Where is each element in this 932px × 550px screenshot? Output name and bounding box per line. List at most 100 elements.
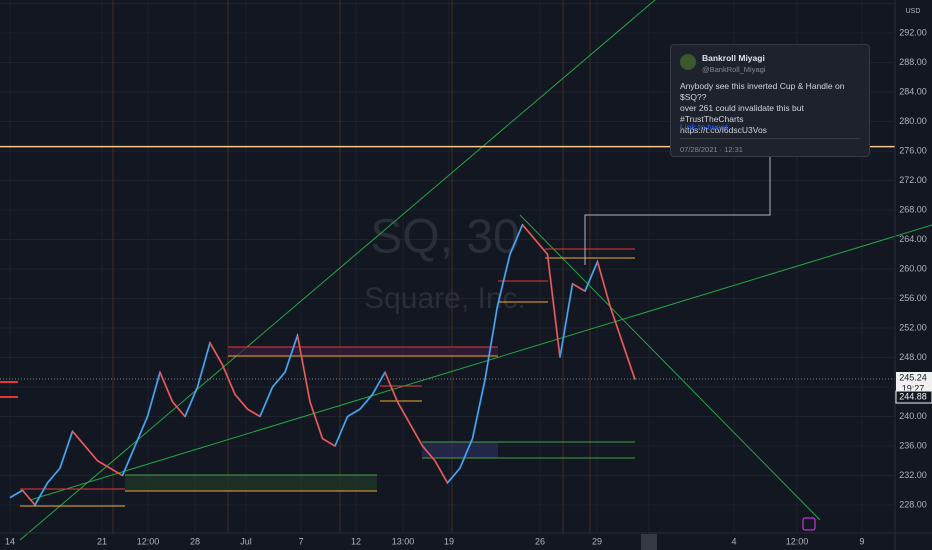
price-segment xyxy=(21,489,36,506)
price-segment xyxy=(71,430,86,447)
time-tick-label: 14 xyxy=(5,536,15,546)
time-tick-label: 7 xyxy=(298,536,303,546)
avatar xyxy=(680,54,696,70)
price-segment xyxy=(471,379,486,439)
price-tick-label: 280.00 xyxy=(899,116,927,126)
price-segment xyxy=(46,467,61,484)
price-segment xyxy=(259,386,274,417)
price-segment xyxy=(434,460,449,484)
price-segment xyxy=(534,238,549,255)
price-segment xyxy=(109,467,124,477)
last-price: 245.24 xyxy=(899,372,927,382)
price-segment xyxy=(296,335,311,402)
price-segment xyxy=(134,416,149,447)
price-segment xyxy=(246,408,261,418)
price-segment xyxy=(321,437,336,447)
session-lines xyxy=(112,0,591,533)
price-segment xyxy=(121,445,136,476)
price-segment xyxy=(371,371,386,395)
price-tick-label: 256.00 xyxy=(899,293,927,303)
price-tick-label: 272.00 xyxy=(899,175,927,185)
price-tick-label: 292.00 xyxy=(899,27,927,37)
price-segment xyxy=(34,482,49,506)
countdown: 19:27 xyxy=(902,383,925,393)
time-tick-label: 12:00 xyxy=(137,536,160,546)
price-segment xyxy=(384,371,399,403)
time-tick-label: 29 xyxy=(592,536,602,546)
price-segment xyxy=(234,393,249,410)
time-tick-label: 19 xyxy=(444,536,454,546)
time-tick-label: 13:00 xyxy=(392,536,415,546)
price-segment xyxy=(209,342,224,366)
price-segment xyxy=(346,408,361,418)
price-tick-label: 232.00 xyxy=(899,470,927,480)
price-segment xyxy=(159,371,174,403)
zone xyxy=(422,442,498,458)
time-tick-label: 28 xyxy=(190,536,200,546)
time-tick-label: 21 xyxy=(97,536,107,546)
time-tick-label: 26 xyxy=(535,536,545,546)
price-tick-label: 240.00 xyxy=(899,411,927,421)
price-segment xyxy=(571,282,586,292)
tweet-handle: @BankRoll_Miyagi xyxy=(702,65,766,74)
separator xyxy=(680,138,860,139)
zone xyxy=(228,347,498,356)
tweet-link[interactable]: Link to tweet xyxy=(680,122,728,132)
price-segment xyxy=(271,371,286,388)
event-icon xyxy=(802,517,816,531)
price-segment xyxy=(396,401,411,425)
price-segment xyxy=(409,423,424,447)
time-tick-label: 12:00 xyxy=(786,536,809,546)
price-tick-label: 276.00 xyxy=(899,145,927,155)
price-segment xyxy=(59,430,74,469)
marks xyxy=(0,145,895,507)
trend-line xyxy=(519,214,821,521)
price-segment xyxy=(509,224,524,255)
price-segment xyxy=(521,224,536,241)
tweet-date: 07/28/2021 · 12:31 xyxy=(680,145,743,154)
time-tick-label: 4 xyxy=(731,536,736,546)
price-tick-label: 236.00 xyxy=(899,440,927,450)
price-segment xyxy=(284,335,299,373)
price-segment xyxy=(459,438,474,469)
aug-highlight xyxy=(641,534,657,550)
trend-line xyxy=(19,0,656,541)
price-tick-label: 264.00 xyxy=(899,234,927,244)
price-segment xyxy=(221,364,236,395)
price-tick-label: 228.00 xyxy=(899,499,927,509)
price-segment xyxy=(496,254,511,307)
price-segment xyxy=(146,371,161,417)
price-segment xyxy=(184,386,199,417)
price-tick-label: 268.00 xyxy=(899,204,927,214)
price-segment xyxy=(421,445,436,462)
price-segment xyxy=(359,393,374,410)
marker-price-box xyxy=(895,390,932,404)
tweet-author: Bankroll Miyagi xyxy=(702,53,765,63)
price-segment xyxy=(196,342,211,388)
price-segment xyxy=(84,445,99,462)
grid xyxy=(0,0,895,533)
marker-price: 244.88 xyxy=(899,391,927,401)
time-tick-label: 12 xyxy=(351,536,361,546)
time-tick-label: 9 xyxy=(859,536,864,546)
price-segment xyxy=(334,416,349,447)
time-tick-label: Jul xyxy=(240,536,252,546)
price-tick-label: 260.00 xyxy=(899,263,927,273)
price-segment xyxy=(621,342,636,380)
price-segment xyxy=(309,401,324,439)
tweet-card: Bankroll Miyagi @BankRoll_Miyagi Anybody… xyxy=(670,44,870,157)
price-segment xyxy=(171,401,186,418)
price-segment xyxy=(609,305,624,344)
tweet-connector xyxy=(584,157,771,265)
price-segment xyxy=(446,467,461,484)
price-segment xyxy=(96,459,111,469)
price-tick-label: 288.00 xyxy=(899,57,927,67)
price-tick-label: 252.00 xyxy=(899,322,927,332)
price-tick-label: 284.00 xyxy=(899,86,927,96)
price-tick-label: 248.00 xyxy=(899,352,927,362)
price-segment xyxy=(559,283,574,358)
price-segment xyxy=(484,305,499,380)
currency: USD xyxy=(906,8,921,15)
